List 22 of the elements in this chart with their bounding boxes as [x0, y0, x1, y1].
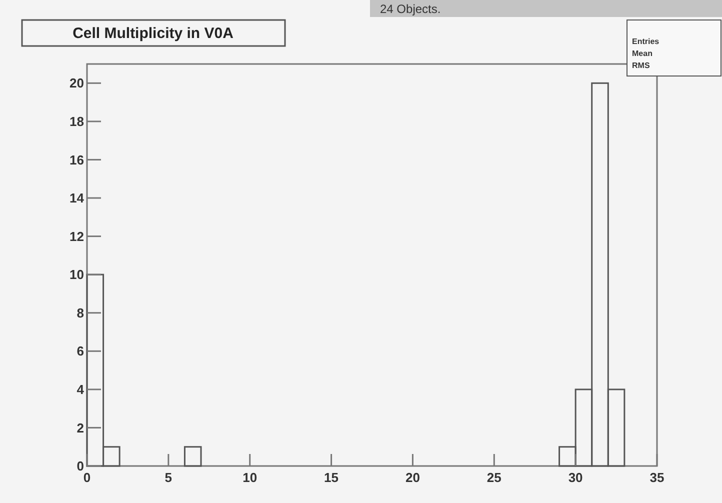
x-tick-label: 5 — [164, 470, 172, 485]
y-tick-label: 2 — [76, 420, 84, 436]
y-tick-label: 4 — [76, 382, 85, 397]
x-tick-label: 15 — [324, 470, 339, 485]
y-tick-label: 10 — [70, 267, 84, 282]
y-tick-label: 14 — [70, 190, 85, 206]
y-tick-label: 8 — [76, 305, 84, 320]
x-tick-label: 25 — [486, 470, 502, 485]
y-tick-label: 16 — [70, 152, 84, 168]
status-panel: 24 Objects. — [370, 0, 722, 17]
y-tick-label: 0 — [76, 458, 84, 474]
x-tick-label: 30 — [568, 470, 583, 485]
annotation: RMS — [632, 61, 650, 70]
x-tick-label: 20 — [405, 470, 420, 485]
stats-box: Entries Mean RMS — [626, 20, 722, 76]
y-tick-label: 18 — [70, 114, 84, 129]
y-tick-label: 12 — [70, 228, 84, 244]
x-tick-label: 35 — [650, 470, 664, 485]
x-tick-label: 10 — [242, 470, 258, 485]
chart-title: Cell Multiplicity in V0A — [72, 25, 234, 42]
y-tick-label: 6 — [76, 344, 84, 359]
y-tick-label: 20 — [70, 76, 84, 91]
